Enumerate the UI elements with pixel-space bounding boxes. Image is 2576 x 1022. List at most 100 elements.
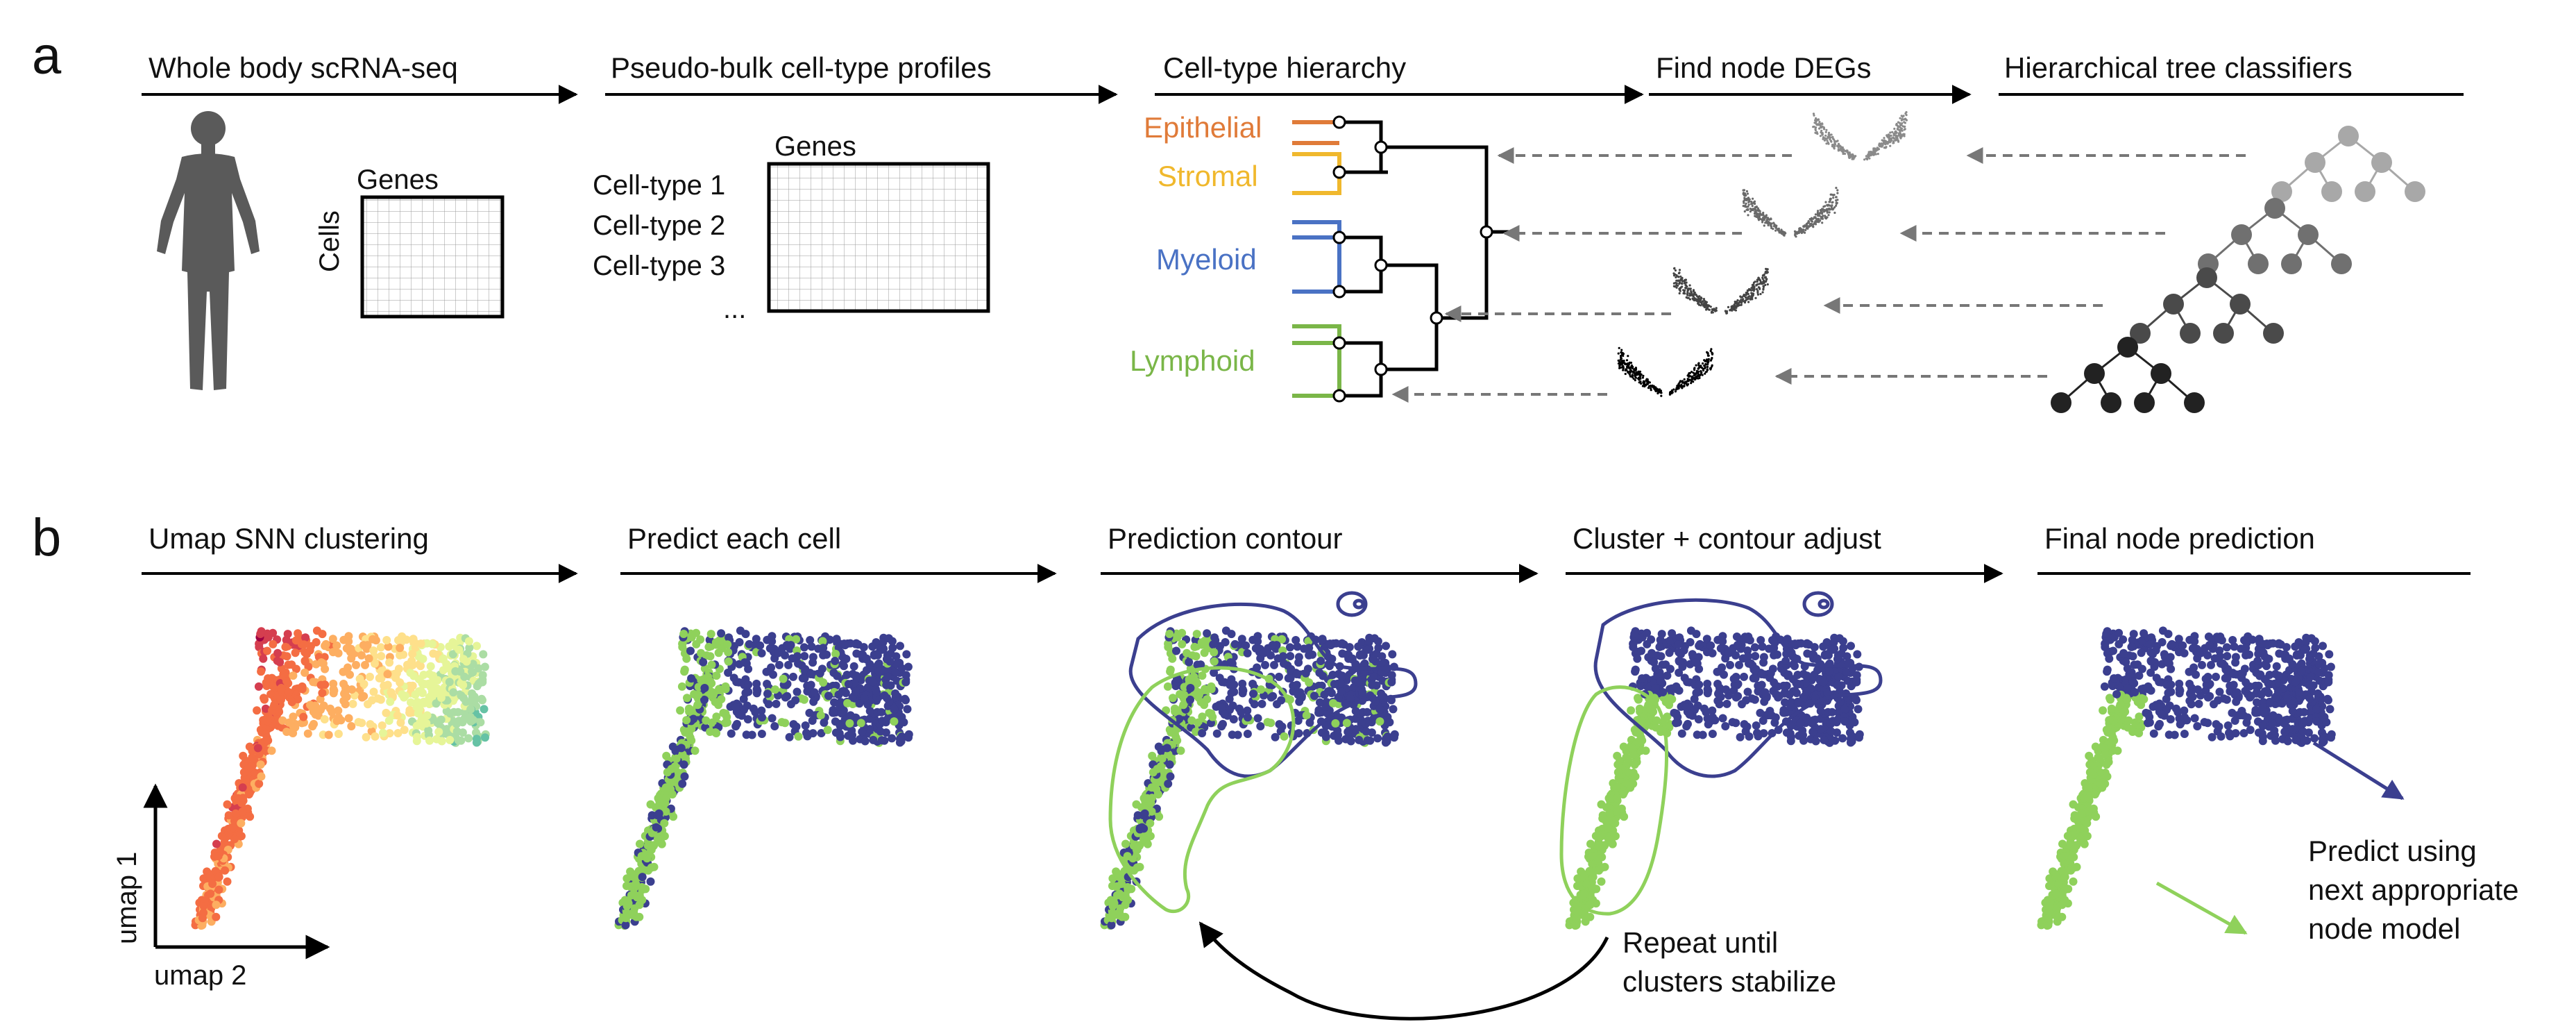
predicted-cell-point — [820, 718, 829, 727]
volcano-point — [1756, 278, 1759, 281]
contour-cell-point — [1173, 736, 1182, 745]
volcano-point — [1618, 346, 1620, 349]
volcano-point — [1824, 216, 1827, 219]
cells-matrix-genes-label: Genes — [357, 165, 439, 195]
predicted-cell-point — [706, 677, 715, 686]
umap-cell-point — [460, 672, 469, 681]
predicted-cell-point — [692, 628, 701, 637]
predicted-cell-point — [788, 654, 797, 663]
adjusted-cell-point — [1775, 692, 1783, 701]
volcano-point — [1821, 217, 1824, 220]
stage-title-pseudobulk: Pseudo-bulk cell-type profiles — [611, 51, 992, 84]
contour-cell-point — [1377, 689, 1386, 698]
volcano-point — [1702, 300, 1704, 303]
contour-cell-point — [1243, 730, 1252, 738]
contour-cell-point — [1121, 839, 1130, 848]
volcano-point — [1831, 208, 1834, 211]
umap-cell-point — [289, 712, 298, 721]
predicted-cell-point — [807, 642, 816, 651]
volcano-point — [1697, 367, 1700, 370]
predicted-cell-point — [724, 648, 733, 657]
volcano-point — [1765, 220, 1768, 223]
contour-cell-point — [1238, 689, 1247, 698]
predicted-cell-point — [806, 680, 815, 689]
contour-cell-point — [1123, 852, 1132, 861]
predicted-cell-point — [791, 696, 800, 705]
volcano-point — [1883, 137, 1886, 140]
volcano-point — [1679, 288, 1681, 292]
contour-cell-point — [1364, 645, 1373, 654]
volcano-point — [1808, 223, 1811, 226]
volcano-point — [1618, 361, 1621, 364]
volcano-point — [1827, 135, 1829, 138]
adjusted-cell-point — [1756, 636, 1765, 644]
predicted-cell-point — [638, 873, 647, 882]
volcano-point — [1901, 122, 1904, 125]
umap-cell-point — [266, 689, 276, 698]
contour-cell-point — [1316, 698, 1324, 707]
volcano-point — [1895, 138, 1898, 141]
umap-cell-point — [341, 700, 350, 709]
volcano-point — [1642, 381, 1645, 384]
volcano-point — [1756, 280, 1759, 283]
umap-cell-point — [301, 633, 310, 642]
volcano-point — [1681, 283, 1684, 285]
adjusted-cell-point — [1677, 729, 1686, 738]
adjusted-cell-point — [1573, 874, 1582, 883]
volcano-point — [1815, 126, 1817, 129]
umap-cell-point — [359, 641, 368, 650]
volcano-point — [1752, 290, 1755, 292]
predicted-cell-point — [724, 633, 734, 642]
volcano-point — [1905, 111, 1908, 114]
volcano-point — [1822, 136, 1824, 139]
predicted-cell-point — [622, 902, 632, 910]
volcano-point — [1697, 362, 1700, 365]
predicted-cell-point — [708, 688, 717, 696]
predicted-cell-point — [752, 689, 761, 698]
volcano-point — [1686, 290, 1689, 292]
deg-to-node-arrows — [1391, 147, 1792, 403]
predicted-cell-point — [882, 680, 891, 689]
volcano-point — [1815, 117, 1817, 120]
contour-cell-point — [1178, 639, 1187, 648]
predicted-cell-point — [757, 648, 766, 657]
predicted-cell-point — [904, 662, 913, 671]
umap-cell-point — [459, 680, 468, 689]
classifier-node — [2184, 392, 2205, 413]
classifier-node — [2248, 253, 2269, 274]
volcano-point — [1851, 158, 1854, 160]
volcano-point — [1684, 278, 1687, 281]
volcano-point — [1623, 362, 1626, 365]
umap-cell-point — [214, 885, 223, 894]
umap-cell-point — [366, 720, 375, 729]
umap-cell-point — [244, 790, 253, 799]
volcano-point — [1709, 359, 1712, 362]
contour-cell-point — [1163, 682, 1172, 691]
classifier-node — [2355, 181, 2375, 202]
classifier-node — [2263, 323, 2284, 344]
volcano-point — [1624, 372, 1627, 376]
volcano-point — [1831, 204, 1833, 207]
contour-cell-point — [1291, 636, 1300, 644]
umap-cell-point — [392, 669, 401, 678]
umap-cell-point — [445, 678, 454, 687]
volcano-point — [1751, 294, 1754, 296]
predicted-cell-point — [724, 657, 733, 666]
volcano-point — [1629, 366, 1632, 369]
volcano-point — [1902, 133, 1905, 135]
contour-cell-point — [1149, 768, 1158, 777]
volcano-point — [1668, 393, 1671, 396]
predicted-cell-point — [868, 678, 877, 687]
contour-cell-point — [1219, 719, 1227, 728]
profile-row-label-1: Cell-type 1 — [593, 170, 725, 201]
contour-cell-point — [1304, 637, 1313, 646]
umap-cell-point — [332, 641, 341, 650]
volcano-point — [1886, 134, 1888, 137]
predicted-cell-point — [715, 636, 724, 645]
volcano-point — [1804, 231, 1806, 234]
predicted-cell-point — [781, 693, 790, 702]
contour-cell-point — [1227, 689, 1236, 698]
panel-a-stage-headers: Whole body scRNA-seq Pseudo-bulk cell-ty… — [142, 51, 2464, 104]
contour-cell-point — [1321, 721, 1330, 730]
umap-cell-point — [253, 706, 262, 715]
